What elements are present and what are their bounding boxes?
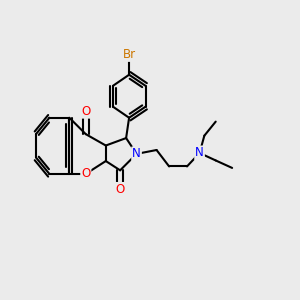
Text: O: O (81, 105, 90, 118)
Text: O: O (116, 183, 125, 196)
Text: O: O (81, 167, 90, 180)
Text: N: N (195, 146, 204, 160)
Text: N: N (132, 147, 141, 161)
Text: Br: Br (122, 48, 136, 61)
